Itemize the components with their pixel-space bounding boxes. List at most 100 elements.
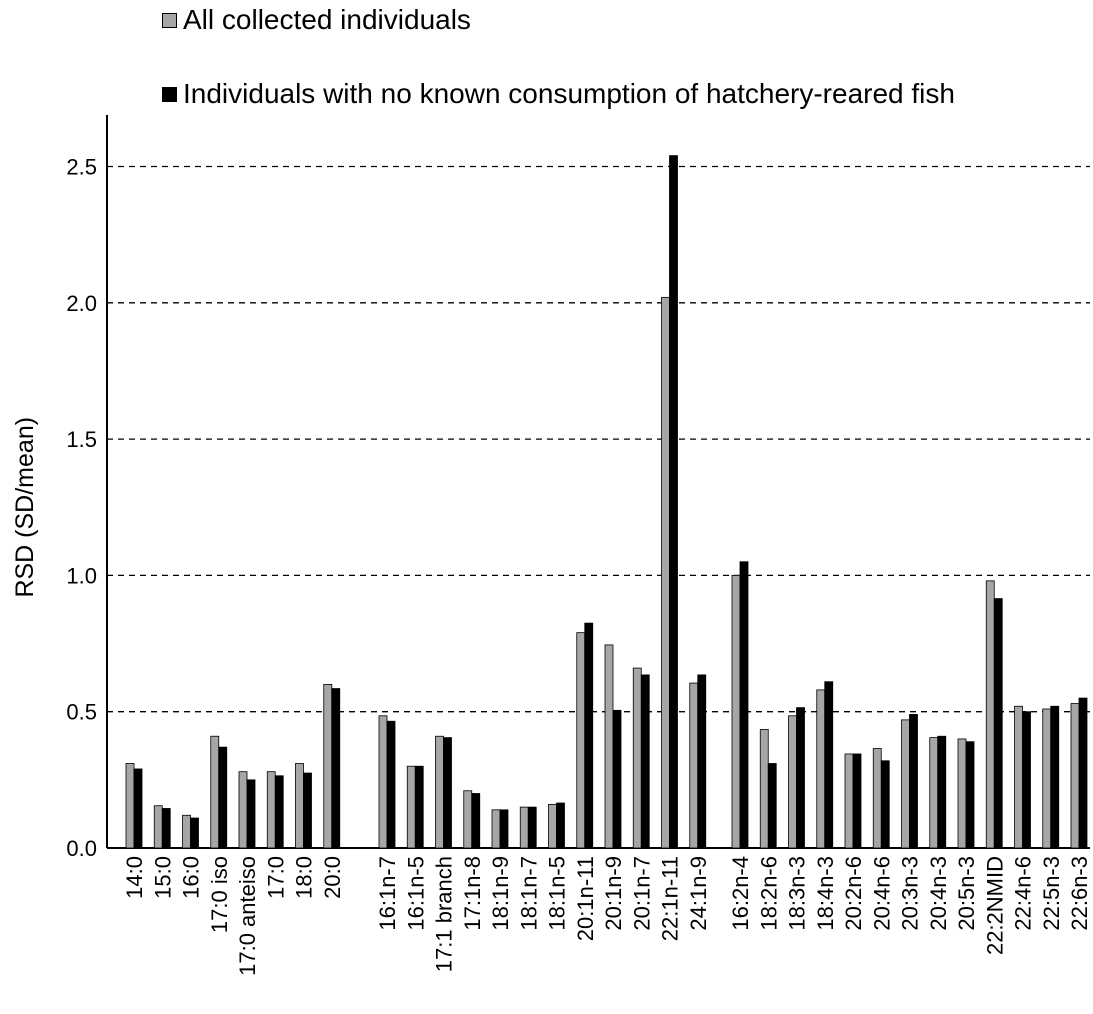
- x-tick-label: 24:1n-9: [686, 856, 711, 931]
- y-tick-label: 0.0: [66, 836, 97, 861]
- bar-no-hatchery: [640, 674, 650, 849]
- bar-all-individuals: [929, 737, 939, 849]
- x-tick-label: 20:1n-11: [573, 856, 598, 941]
- x-tick-label: 17:0 anteiso: [235, 856, 260, 976]
- x-tick-label: 16:2n-4: [728, 856, 753, 931]
- bar-no-hatchery: [584, 622, 594, 849]
- x-tick-label: 18:1n-9: [488, 856, 513, 931]
- bar-all-individuals: [604, 644, 614, 849]
- bar-all-individuals: [788, 715, 797, 849]
- bar-no-hatchery: [909, 714, 918, 849]
- x-tick-label: 20:1n-7: [629, 856, 654, 931]
- legend-item-no-hatchery: Individuals with no known consumption of…: [162, 78, 955, 110]
- bar-no-hatchery: [443, 737, 452, 849]
- x-tick-label: 18:4n-3: [813, 856, 838, 931]
- bar-all-individuals: [548, 803, 557, 849]
- y-tick-label: 2.5: [66, 155, 97, 180]
- bar-no-hatchery: [331, 688, 341, 849]
- legend-item-all: All collected individuals: [162, 4, 471, 36]
- bar-no-hatchery: [1078, 697, 1088, 849]
- bar-all-individuals: [872, 748, 882, 849]
- bar-no-hatchery: [1050, 705, 1060, 849]
- bar-no-hatchery: [246, 779, 256, 849]
- bar-no-hatchery: [556, 802, 565, 849]
- x-tick-label: 17:1 branch: [432, 856, 457, 972]
- bar-no-hatchery: [767, 763, 777, 849]
- bar-all-individuals: [435, 735, 444, 849]
- bar-all-individuals: [632, 667, 642, 849]
- bar-no-hatchery: [161, 808, 171, 849]
- x-tick-label: 18:1n-5: [545, 856, 570, 931]
- bar-all-individuals: [689, 682, 699, 849]
- x-tick-label: 20:1n-9: [601, 856, 626, 931]
- bar-no-hatchery: [190, 817, 199, 849]
- x-tick-label: 18:0: [292, 856, 317, 899]
- bar-no-hatchery: [697, 674, 707, 849]
- x-tick-label: 18:3n-3: [785, 856, 810, 931]
- y-axis-title: RSD (SD/mean): [11, 417, 39, 598]
- bar-no-hatchery: [1022, 711, 1031, 849]
- bar-all-individuals: [844, 753, 854, 849]
- legend-swatch-black: [162, 86, 177, 102]
- x-tick-label: 18:1n-7: [516, 856, 541, 931]
- x-tick-label: 20:0: [320, 856, 345, 899]
- bar-all-individuals: [1070, 703, 1080, 849]
- bar-no-hatchery: [965, 741, 975, 849]
- bar-all-individuals: [1042, 708, 1052, 849]
- bar-no-hatchery: [852, 753, 862, 849]
- bar-no-hatchery: [133, 768, 143, 849]
- bar-no-hatchery: [880, 760, 890, 849]
- bar-all-individuals: [816, 689, 826, 849]
- y-tick-label: 0.5: [66, 700, 97, 725]
- y-tick-label: 2.0: [66, 291, 97, 316]
- x-tick-label: 22:2NMID: [982, 856, 1007, 955]
- bar-no-hatchery: [612, 709, 622, 849]
- x-tick-label: 20:3n-3: [898, 856, 923, 931]
- x-tick-label: 17:1n-8: [460, 856, 485, 931]
- x-tick-label: 14:0: [122, 856, 147, 899]
- bar-all-individuals: [985, 580, 995, 849]
- bar-all-individuals: [759, 729, 769, 849]
- x-tick-label: 16:1n-7: [375, 856, 400, 931]
- bar-no-hatchery: [739, 561, 749, 849]
- x-tick-label: 22:1n-11: [658, 856, 683, 941]
- bar-all-individuals: [182, 814, 191, 849]
- x-tick-label: 16:0: [179, 856, 204, 899]
- bar-no-hatchery: [386, 720, 396, 849]
- legend-label-all: All collected individuals: [183, 4, 471, 35]
- x-tick-label: 20:4n-3: [926, 856, 951, 931]
- bar-all-individuals: [519, 806, 529, 849]
- bar-no-hatchery: [527, 806, 537, 849]
- bar-all-individuals: [491, 809, 501, 849]
- bar-no-hatchery: [499, 809, 509, 849]
- bar-all-individuals: [1014, 705, 1023, 849]
- x-tick-label: 16:1n-5: [403, 856, 428, 931]
- legend-label-no-hatchery: Individuals with no known consumption of…: [183, 78, 955, 109]
- bar-all-individuals: [378, 715, 388, 849]
- bar-no-hatchery: [796, 707, 805, 849]
- bar-no-hatchery: [471, 793, 481, 849]
- bar-all-individuals: [323, 684, 333, 849]
- bar-no-hatchery: [824, 681, 834, 849]
- bar-all-individuals: [901, 719, 910, 849]
- x-tick-label: 17:0: [263, 856, 288, 899]
- bar-no-hatchery: [218, 746, 228, 849]
- x-tick-label: 22:5n-3: [1039, 856, 1064, 931]
- x-tick-label: 22:6n-3: [1067, 856, 1092, 931]
- bar-all-individuals: [210, 735, 220, 849]
- legend-swatch-gray: [162, 12, 177, 28]
- bar-no-hatchery: [937, 735, 947, 849]
- bar-all-individuals: [153, 805, 163, 849]
- bar-no-hatchery: [274, 775, 284, 849]
- x-tick-label: 15:0: [150, 856, 175, 899]
- x-tick-label: 20:2n-6: [841, 856, 866, 931]
- bar-all-individuals: [731, 575, 741, 849]
- bar-all-individuals: [576, 632, 586, 849]
- bar-all-individuals: [406, 765, 416, 849]
- y-tick-label: 1.5: [66, 427, 97, 452]
- bar-all-individuals: [295, 763, 304, 849]
- x-tick-label: 20:4n-6: [869, 856, 894, 931]
- bar-all-individuals: [957, 738, 967, 849]
- x-tick-label: 20:5n-3: [954, 856, 979, 931]
